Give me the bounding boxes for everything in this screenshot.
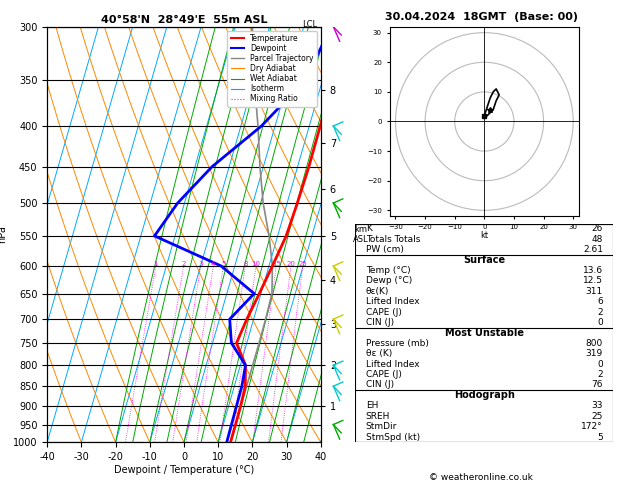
Y-axis label: hPa: hPa xyxy=(0,226,8,243)
Text: 5: 5 xyxy=(597,433,603,442)
Text: θε (K): θε (K) xyxy=(365,349,392,358)
Text: Pressure (mb): Pressure (mb) xyxy=(365,339,428,348)
Text: LCL: LCL xyxy=(303,20,318,29)
Text: CAPE (J): CAPE (J) xyxy=(365,308,401,316)
Text: 0: 0 xyxy=(597,318,603,327)
Text: 800: 800 xyxy=(586,339,603,348)
Text: © weatheronline.co.uk: © weatheronline.co.uk xyxy=(429,473,533,482)
Text: 4: 4 xyxy=(211,261,216,267)
Text: Lifted Index: Lifted Index xyxy=(365,360,420,369)
Text: 2: 2 xyxy=(181,261,186,267)
Text: 12.5: 12.5 xyxy=(583,277,603,285)
Text: 13.6: 13.6 xyxy=(583,266,603,275)
Text: 25: 25 xyxy=(592,412,603,421)
Text: 10: 10 xyxy=(252,261,260,267)
Text: 48: 48 xyxy=(592,235,603,243)
Text: 1: 1 xyxy=(153,261,158,267)
Text: CAPE (J): CAPE (J) xyxy=(365,370,401,379)
Text: Lifted Index: Lifted Index xyxy=(365,297,420,306)
Text: 172°: 172° xyxy=(581,422,603,431)
Title: 40°58'N  28°49'E  55m ASL: 40°58'N 28°49'E 55m ASL xyxy=(101,15,267,25)
Text: 5: 5 xyxy=(221,261,226,267)
Text: θε(K): θε(K) xyxy=(365,287,389,296)
Text: 2: 2 xyxy=(598,308,603,316)
Text: Surface: Surface xyxy=(464,255,505,265)
Text: Hodograph: Hodograph xyxy=(454,390,515,400)
Text: 311: 311 xyxy=(586,287,603,296)
X-axis label: Dewpoint / Temperature (°C): Dewpoint / Temperature (°C) xyxy=(114,465,254,475)
Text: Most Unstable: Most Unstable xyxy=(445,328,524,338)
Text: 6: 6 xyxy=(597,297,603,306)
Text: CIN (J): CIN (J) xyxy=(365,318,394,327)
Text: CIN (J): CIN (J) xyxy=(365,381,394,389)
Text: Dewp (°C): Dewp (°C) xyxy=(365,277,412,285)
Legend: Temperature, Dewpoint, Parcel Trajectory, Dry Adiabat, Wet Adiabat, Isotherm, Mi: Temperature, Dewpoint, Parcel Trajectory… xyxy=(228,31,317,106)
Text: 319: 319 xyxy=(586,349,603,358)
Text: PW (cm): PW (cm) xyxy=(365,245,404,254)
Text: 2: 2 xyxy=(598,370,603,379)
Text: 3: 3 xyxy=(199,261,203,267)
X-axis label: kt: kt xyxy=(481,231,488,240)
Text: 33: 33 xyxy=(591,401,603,410)
Text: SREH: SREH xyxy=(365,412,390,421)
Text: 15: 15 xyxy=(272,261,281,267)
Text: 8: 8 xyxy=(243,261,248,267)
Text: 2.61: 2.61 xyxy=(583,245,603,254)
Text: Temp (°C): Temp (°C) xyxy=(365,266,410,275)
Text: 76: 76 xyxy=(591,381,603,389)
Text: Totals Totals: Totals Totals xyxy=(365,235,420,243)
Text: StmDir: StmDir xyxy=(365,422,397,431)
Text: StmSpd (kt): StmSpd (kt) xyxy=(365,433,420,442)
Text: 0: 0 xyxy=(597,360,603,369)
Y-axis label: km
ASL: km ASL xyxy=(353,225,369,244)
Text: K: K xyxy=(365,224,372,233)
Text: 25: 25 xyxy=(298,261,307,267)
Text: 26: 26 xyxy=(592,224,603,233)
Text: 20: 20 xyxy=(287,261,296,267)
Text: 30.04.2024  18GMT  (Base: 00): 30.04.2024 18GMT (Base: 00) xyxy=(385,12,577,22)
Text: EH: EH xyxy=(365,401,378,410)
